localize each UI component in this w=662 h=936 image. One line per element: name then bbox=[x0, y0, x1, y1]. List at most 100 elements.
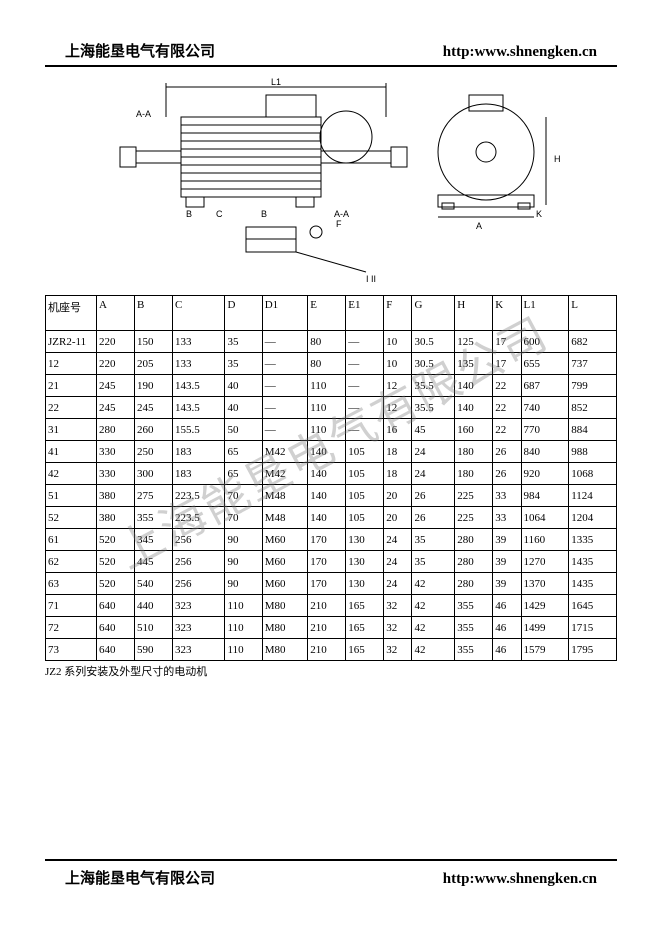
col-0: 机座号 bbox=[46, 296, 97, 331]
cell: 18 bbox=[384, 463, 412, 485]
cell: 280 bbox=[455, 573, 493, 595]
cell: 65 bbox=[225, 441, 262, 463]
cell: 380 bbox=[97, 485, 135, 507]
cell: 330 bbox=[97, 463, 135, 485]
cell: 24 bbox=[384, 551, 412, 573]
cell: 24 bbox=[412, 463, 455, 485]
dim-k: K bbox=[536, 209, 542, 219]
cell: 1124 bbox=[569, 485, 617, 507]
page-header: 上海能垦电气有限公司 http:www.shnengken.cn bbox=[45, 40, 617, 67]
cell: 355 bbox=[134, 507, 172, 529]
cell: 740 bbox=[521, 397, 569, 419]
cell: 205 bbox=[134, 353, 172, 375]
cell: 50 bbox=[225, 419, 262, 441]
table-row: 72640510323110M8021016532423554614991715 bbox=[46, 617, 617, 639]
cell: 330 bbox=[97, 441, 135, 463]
cell: 884 bbox=[569, 419, 617, 441]
cell: 1370 bbox=[521, 573, 569, 595]
cell: — bbox=[262, 419, 308, 441]
cell: 35 bbox=[225, 331, 262, 353]
cell: 26 bbox=[493, 441, 521, 463]
cell: 355 bbox=[455, 617, 493, 639]
cell: 180 bbox=[455, 441, 493, 463]
cell: 24 bbox=[384, 529, 412, 551]
cell: 39 bbox=[493, 573, 521, 595]
dim-c: C bbox=[216, 209, 223, 219]
cell: 61 bbox=[46, 529, 97, 551]
cell: 133 bbox=[172, 331, 225, 353]
cell: 223.5 bbox=[172, 507, 225, 529]
cell: 245 bbox=[134, 397, 172, 419]
cell: 300 bbox=[134, 463, 172, 485]
cell: 70 bbox=[225, 485, 262, 507]
cell: 1270 bbox=[521, 551, 569, 573]
cell: 140 bbox=[308, 441, 346, 463]
table-row: 51380275223.570M481401052026225339841124 bbox=[46, 485, 617, 507]
cell: 32 bbox=[384, 617, 412, 639]
cell: 72 bbox=[46, 617, 97, 639]
cell: 687 bbox=[521, 375, 569, 397]
cell: 32 bbox=[384, 639, 412, 661]
col-5: D1 bbox=[262, 296, 308, 331]
cell: 210 bbox=[308, 639, 346, 661]
table-row: 4233030018365M421401051824180269201068 bbox=[46, 463, 617, 485]
cell: 170 bbox=[308, 529, 346, 551]
table-row: JZR2-1122015013335—80—1030.512517600682 bbox=[46, 331, 617, 353]
dim-a: A bbox=[476, 221, 482, 231]
cell: 256 bbox=[172, 551, 225, 573]
cell: 20 bbox=[384, 485, 412, 507]
cell: 105 bbox=[346, 485, 384, 507]
cell: 90 bbox=[225, 551, 262, 573]
cell: 135 bbox=[455, 353, 493, 375]
cell: 510 bbox=[134, 617, 172, 639]
cell: M60 bbox=[262, 573, 308, 595]
dim-b: B bbox=[186, 209, 192, 219]
table-row: 6352054025690M6017013024422803913701435 bbox=[46, 573, 617, 595]
cell: 140 bbox=[455, 397, 493, 419]
dim-b2: B bbox=[261, 209, 267, 219]
cell: 10 bbox=[384, 331, 412, 353]
cell: 65 bbox=[225, 463, 262, 485]
cell: 165 bbox=[346, 639, 384, 661]
cell: 840 bbox=[521, 441, 569, 463]
cell: 42 bbox=[412, 617, 455, 639]
cell: 110 bbox=[308, 397, 346, 419]
table-caption: JZ2 系列安装及外型尺寸的电动机 bbox=[45, 663, 617, 679]
cell: 45 bbox=[412, 419, 455, 441]
cell: 852 bbox=[569, 397, 617, 419]
cell: 71 bbox=[46, 595, 97, 617]
cell: M42 bbox=[262, 463, 308, 485]
cell: 16 bbox=[384, 419, 412, 441]
cell: 1499 bbox=[521, 617, 569, 639]
cell: 26 bbox=[493, 463, 521, 485]
cell: 24 bbox=[384, 573, 412, 595]
cell: 18 bbox=[384, 441, 412, 463]
cell: 26 bbox=[412, 507, 455, 529]
cell: 256 bbox=[172, 529, 225, 551]
cell: 655 bbox=[521, 353, 569, 375]
cell: 640 bbox=[97, 595, 135, 617]
cell: 920 bbox=[521, 463, 569, 485]
page-footer: 上海能垦电气有限公司 http:www.shnengken.cn bbox=[45, 859, 617, 888]
cell: 640 bbox=[97, 617, 135, 639]
cell: 520 bbox=[97, 551, 135, 573]
cell: 140 bbox=[455, 375, 493, 397]
cell: 1645 bbox=[569, 595, 617, 617]
cell: 110 bbox=[225, 617, 262, 639]
cell: 250 bbox=[134, 441, 172, 463]
cell: 355 bbox=[455, 595, 493, 617]
table-row: 6152034525690M6017013024352803911601335 bbox=[46, 529, 617, 551]
cell: 165 bbox=[346, 595, 384, 617]
table-row: 71640440323110M8021016532423554614291645 bbox=[46, 595, 617, 617]
cell: 323 bbox=[172, 595, 225, 617]
cell: 155.5 bbox=[172, 419, 225, 441]
cell: 30.5 bbox=[412, 353, 455, 375]
col-6: E bbox=[308, 296, 346, 331]
cell: 143.5 bbox=[172, 375, 225, 397]
cell: 26 bbox=[412, 485, 455, 507]
cell: 183 bbox=[172, 463, 225, 485]
cell: 130 bbox=[346, 529, 384, 551]
cell: 1204 bbox=[569, 507, 617, 529]
footer-company: 上海能垦电气有限公司 bbox=[65, 867, 215, 888]
cell: 80 bbox=[308, 353, 346, 375]
